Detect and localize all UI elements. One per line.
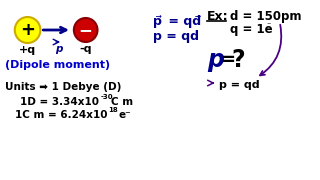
Text: 1C m = 6.24x10: 1C m = 6.24x10 <box>15 110 107 120</box>
Text: p: p <box>55 44 62 54</box>
Text: p = qd: p = qd <box>219 80 259 90</box>
Circle shape <box>74 18 98 42</box>
Text: 1D = 3.34x10: 1D = 3.34x10 <box>20 97 99 107</box>
FancyArrowPatch shape <box>260 25 281 75</box>
Text: = qd⃗: = qd⃗ <box>164 15 202 28</box>
Text: =: = <box>220 51 236 69</box>
Text: d = 150pm: d = 150pm <box>230 10 302 23</box>
Text: +q: +q <box>19 45 36 55</box>
Text: p = qd: p = qd <box>153 30 199 43</box>
Text: p⃗: p⃗ <box>153 15 162 28</box>
Text: −: − <box>79 21 92 39</box>
Text: e⁻: e⁻ <box>118 110 131 120</box>
Text: Units ➡ 1 Debye (D): Units ➡ 1 Debye (D) <box>5 82 121 92</box>
Text: C m: C m <box>111 97 133 107</box>
Text: -q: -q <box>79 44 92 54</box>
Text: Ex:: Ex: <box>207 10 228 23</box>
Text: p: p <box>207 48 224 72</box>
Text: (Dipole moment): (Dipole moment) <box>5 60 110 70</box>
Text: ⁻: ⁻ <box>267 20 271 29</box>
Text: 18: 18 <box>108 107 118 113</box>
Text: q = 1e: q = 1e <box>230 23 273 36</box>
Circle shape <box>15 17 40 43</box>
Text: -30: -30 <box>100 94 113 100</box>
Text: +: + <box>20 21 35 39</box>
Text: ?: ? <box>231 48 245 72</box>
